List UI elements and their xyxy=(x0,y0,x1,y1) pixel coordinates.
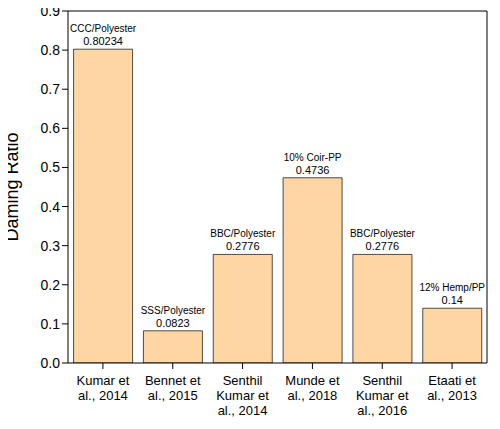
svg-text:CCC/Polyester: CCC/Polyester xyxy=(70,23,137,34)
svg-text:0.8: 0.8 xyxy=(41,42,61,58)
svg-text:0.6: 0.6 xyxy=(41,120,61,136)
svg-text:0.5: 0.5 xyxy=(41,159,61,175)
svg-text:0.9: 0.9 xyxy=(41,8,61,19)
svg-text:0.14: 0.14 xyxy=(442,294,463,306)
svg-text:Kumar etal., 2014: Kumar etal., 2014 xyxy=(77,373,130,403)
svg-text:Munde etal., 2018: Munde etal., 2018 xyxy=(285,373,340,403)
svg-text:0.2776: 0.2776 xyxy=(366,240,400,252)
svg-text:BBC/Polyester: BBC/Polyester xyxy=(350,228,416,239)
svg-text:0.80234: 0.80234 xyxy=(83,35,123,47)
svg-text:0.2: 0.2 xyxy=(41,277,61,293)
svg-text:Etaati etal., 2013: Etaati etal., 2013 xyxy=(427,373,477,403)
svg-text:Daming Ratio: Daming Ratio xyxy=(8,132,22,241)
svg-text:SenthilKumar etal., 2014: SenthilKumar etal., 2014 xyxy=(216,373,269,418)
svg-text:12% Hemp/PP: 12% Hemp/PP xyxy=(419,282,485,293)
svg-text:0.0: 0.0 xyxy=(41,355,61,371)
svg-text:SSS/Polyester: SSS/Polyester xyxy=(141,305,206,316)
svg-text:0.0823: 0.0823 xyxy=(156,317,190,329)
svg-text:0.1: 0.1 xyxy=(41,316,61,332)
svg-text:0.4736: 0.4736 xyxy=(296,164,330,176)
svg-text:0.4: 0.4 xyxy=(41,199,61,215)
svg-text:SenthilKumar etal., 2016: SenthilKumar etal., 2016 xyxy=(356,373,409,418)
svg-text:BBC/Polyester: BBC/Polyester xyxy=(210,228,276,239)
svg-text:0.2776: 0.2776 xyxy=(226,240,260,252)
svg-text:0.7: 0.7 xyxy=(41,81,61,97)
svg-text:10% Coir-PP: 10% Coir-PP xyxy=(284,152,342,163)
svg-text:Bennet etal., 2015: Bennet etal., 2015 xyxy=(145,373,201,403)
svg-text:0.3: 0.3 xyxy=(41,238,61,254)
